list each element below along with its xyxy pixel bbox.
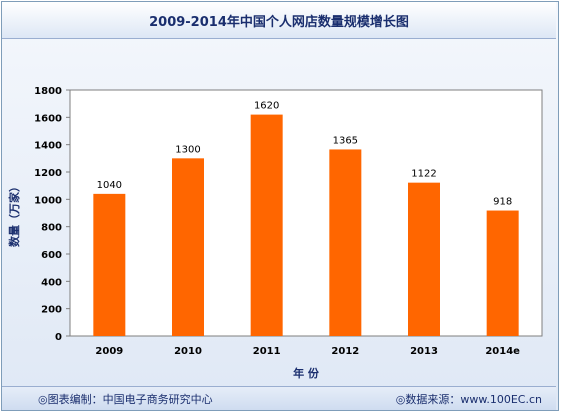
bar-2011 <box>250 114 283 336</box>
bar-2009 <box>93 193 126 336</box>
y-axis-title: 数量（万家） <box>7 181 21 247</box>
y-tick-label: 1800 <box>34 86 62 97</box>
x-tick-label-2013: 2013 <box>410 346 438 357</box>
bar-2014e <box>486 210 519 336</box>
data-label-2012: 1365 <box>333 135 358 146</box>
y-tick-label: 600 <box>41 250 62 261</box>
chart-title: 2009-2014年中国个人网店数量规模增长图 <box>149 14 409 30</box>
data-label-2009: 1040 <box>97 180 122 191</box>
y-tick-label: 1000 <box>34 195 62 206</box>
footer-source-right: ◎数据来源：www.100EC.cn <box>395 393 542 406</box>
x-axis-title: 年 份 <box>293 366 320 380</box>
footer-bar: ◎图表编制：中国电子商务研究中心 ◎数据来源：www.100EC.cn <box>2 386 556 410</box>
data-label-2014e: 918 <box>493 197 512 208</box>
y-tick-label: 0 <box>55 332 62 343</box>
y-tick-label: 1400 <box>34 141 62 152</box>
x-tick-label-2010: 2010 <box>174 346 202 357</box>
data-label-2011: 1620 <box>254 101 279 112</box>
y-tick-label: 400 <box>41 277 62 288</box>
bar-2012 <box>329 149 362 336</box>
data-label-2013: 1122 <box>411 169 436 180</box>
x-tick-label-2012: 2012 <box>331 346 359 357</box>
x-tick-label-2011: 2011 <box>253 346 281 357</box>
chart-title-bar: 2009-2014年中国个人网店数量规模增长图 <box>2 2 556 39</box>
bar-2010 <box>172 158 204 336</box>
footer-source-left: ◎图表编制：中国电子商务研究中心 <box>38 393 213 406</box>
y-tick-label: 1600 <box>34 113 62 124</box>
y-tick-label: 1200 <box>34 168 62 179</box>
y-tick-label: 800 <box>41 223 62 234</box>
plot-area <box>69 89 543 337</box>
bar-2013 <box>408 182 440 336</box>
x-tick-label-2009: 2009 <box>95 346 123 357</box>
y-tick-label: 200 <box>41 305 62 316</box>
x-tick-label-2014e: 2014e <box>485 346 520 357</box>
data-label-2010: 1300 <box>175 144 200 155</box>
